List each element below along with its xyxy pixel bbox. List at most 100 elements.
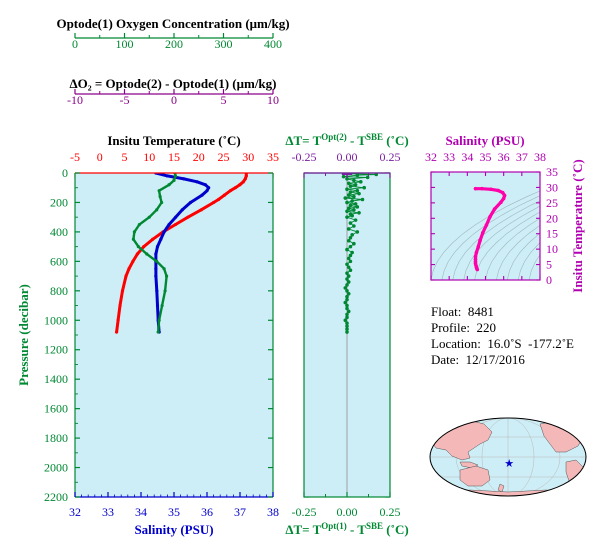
delta-t-point: [348, 236, 353, 240]
delta-t-top-tick-label: -0.25: [292, 150, 317, 164]
oxygen-point: [147, 215, 151, 219]
salinity-point: [154, 252, 158, 256]
temperature-point: [216, 197, 221, 202]
delta-t-point: [360, 197, 365, 202]
ts-y-tick-label: 35: [546, 165, 558, 179]
salinity-point: [180, 208, 184, 212]
salinity-tick-label: 32: [69, 505, 81, 519]
delta-t-point: [365, 175, 370, 180]
delta-t-point: [345, 289, 349, 293]
oxygen-point: [172, 178, 176, 182]
temperature-point: [199, 208, 203, 212]
salinity-tick-label: 36: [201, 505, 213, 519]
oxygen-point: [162, 267, 166, 271]
temperature-point: [118, 303, 122, 308]
oxygen-tick-label: 400: [264, 37, 282, 51]
ts-x-tick-label: 37: [516, 150, 528, 164]
delta-t-point: [348, 268, 353, 273]
isopycnal-line: [452, 200, 540, 280]
salinity-tick-label: 37: [234, 505, 246, 519]
oxygen-point: [160, 303, 164, 308]
ts-y-tick-label: 5: [546, 258, 552, 272]
star-icon: ★: [504, 458, 514, 470]
oxygen-point: [173, 174, 178, 178]
ts-point: [492, 207, 497, 211]
map-greenland: [583, 418, 586, 429]
date: Date: 12/17/2016: [431, 352, 525, 367]
oxygen-point: [164, 274, 169, 278]
delta-t-point: [352, 178, 356, 183]
delta-t-point: [346, 227, 351, 231]
oxygen-point: [167, 183, 171, 187]
salinity-point: [162, 230, 166, 234]
pressure-tick-label: 2000: [44, 461, 68, 475]
delta-t-point: [350, 199, 354, 203]
delta_o2-tick-label: -10: [67, 93, 83, 107]
salinity-point: [200, 193, 204, 197]
oxygen-point: [156, 330, 160, 334]
ts-point: [478, 238, 482, 243]
delta-t-point: [346, 309, 351, 314]
isopycnal-line: [431, 190, 540, 280]
delta-t-point: [345, 297, 349, 302]
ts-x-tick-label: 36: [498, 150, 510, 164]
delta-t-series: [341, 173, 379, 334]
delta-t-point: [362, 185, 367, 190]
map-australia: [459, 465, 491, 487]
oxygen-tick-label: 300: [215, 37, 233, 51]
delta-t-point: [374, 173, 379, 177]
oxygen-tick-label: 200: [165, 37, 183, 51]
salinity-point: [195, 180, 199, 184]
pressure-tick-label: 1400: [44, 372, 68, 386]
delta-t-point: [357, 191, 361, 196]
temperature-point: [114, 330, 119, 334]
delta-t-point: [343, 196, 348, 200]
temperature-point: [212, 200, 216, 205]
oxygen-point: [155, 208, 159, 212]
ts-y-tick-label: 0: [546, 273, 552, 287]
ts-point: [475, 267, 480, 272]
location: Location: 16.0˚S -177.2˚E: [431, 336, 574, 351]
delta_o2-tick-label: 5: [221, 93, 227, 107]
ts-point: [474, 250, 479, 255]
pressure-tick-label: 2200: [44, 490, 68, 504]
main-plot-area: [75, 173, 273, 497]
delta-t-point: [345, 187, 349, 191]
isopycnal-line: [507, 232, 540, 280]
temperature-tick-label: 0: [97, 150, 103, 164]
oxygen-axis-label: Optode(1) Oxygen Concentration (μm/kg): [56, 16, 289, 31]
oxygen-point: [163, 289, 167, 293]
salinity-point: [159, 237, 163, 241]
oxygen-point: [157, 189, 161, 193]
delta-t-point: [348, 259, 353, 264]
temperature-point: [131, 259, 135, 263]
ts-point: [473, 186, 478, 191]
ts-series: [473, 186, 507, 272]
temperature-axis-label: Insitu Temperature (˚C): [107, 133, 240, 148]
ts-point: [501, 196, 506, 201]
temperature-point: [124, 274, 128, 278]
delta-t-top-tick-label: 0.25: [380, 150, 401, 164]
delta-t-point: [352, 224, 356, 228]
salinity-point: [155, 245, 160, 249]
salinity-tick-label: 35: [168, 505, 180, 519]
salinity-axis-label: Salinity (PSU): [134, 522, 213, 537]
ts-point: [496, 188, 501, 193]
ts-point: [502, 193, 507, 198]
salinity-axis: 32 33 34 35 36 37 38: [69, 492, 279, 519]
delta-t-point: [352, 194, 356, 199]
delta-t-point: [345, 200, 349, 205]
ts-point: [473, 254, 478, 259]
delta-t-point: [352, 241, 356, 246]
delta-t-point: [345, 215, 349, 219]
delta-t-point: [350, 250, 354, 255]
delta-t-point: [346, 238, 351, 243]
ts-y-tick-label: 10: [546, 242, 558, 256]
delta-t-point: [346, 206, 351, 211]
isopycnal-line: [528, 254, 540, 280]
temperature-axis: Insitu Temperature (˚C) -5 0 5 10 15 20 25 30 35: [70, 133, 279, 178]
ts-point: [499, 200, 503, 205]
ts-y-tick-label: 20: [546, 211, 558, 225]
